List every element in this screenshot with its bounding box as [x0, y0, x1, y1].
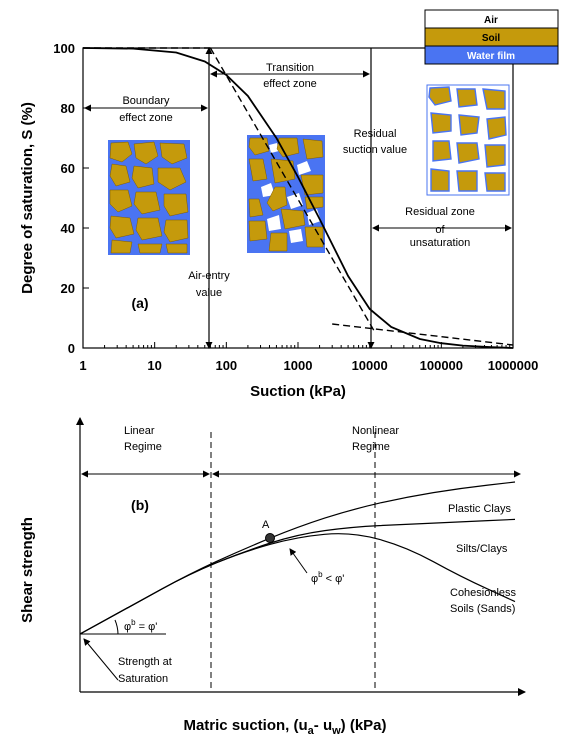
x-title-b-part3: ) (kPa) [341, 717, 387, 734]
series-label-silts-clays: Silts/Clays [456, 543, 508, 555]
residual-zone-label-1: Residual zone [405, 206, 475, 218]
phi-equals-label: φb = φ' [124, 618, 157, 633]
panel-label-b: (b) [131, 497, 149, 513]
swcc-curve [82, 47, 514, 349]
legend: Air Soil Water film [424, 9, 559, 65]
nonlinear-regime-label-1: Nonlinear [352, 425, 399, 437]
panel-label-a: (a) [131, 295, 148, 311]
linear-regime-label-1: Linear [124, 425, 155, 437]
point-a-marker [265, 533, 275, 543]
saturation-chart: 1 10 100 1000 10000 100000 1000000 0 20 40 60 80 10… [19, 9, 559, 400]
legend-label-air: Air [484, 15, 498, 26]
shear-curves [79, 481, 516, 635]
y-tick-label: 0 [68, 341, 75, 356]
y-ticks-a: 0 20 40 60 80 100 [53, 41, 89, 356]
x-title-b-part2: - u [314, 717, 332, 734]
x-tick-label: 10 [147, 358, 161, 373]
shear-strength-chart: Linear Regime Nonlinear Regime (b) Plast… [19, 417, 526, 737]
construction-line [332, 323, 514, 346]
point-a-label: A [262, 519, 270, 531]
x-title-b-part1: Matric suction, (u [183, 717, 307, 734]
series-label-cohesionless-2: Soils (Sands) [450, 603, 515, 615]
phi-b-symbol: φ [124, 621, 131, 633]
y-tick-label: 20 [61, 281, 75, 296]
transition-zone-label-1: Transition [266, 62, 314, 74]
y-tick-label: 80 [61, 101, 75, 116]
transition-zone-label-2: effect zone [263, 78, 317, 90]
saturation-label-1: Strength at [118, 656, 172, 668]
x-axis-title-b: Matric suction, (ua- uw) (kPa) [183, 717, 386, 737]
series-line-cohesionless-soils-sands [79, 533, 516, 635]
phi-less-label: φb < φ' [311, 570, 344, 585]
nonlinear-regime-label-2: Regime [352, 441, 390, 453]
boundary-zone-label-1: Boundary [122, 95, 170, 107]
residual-suction-label-1: Residual [354, 128, 397, 140]
x-title-b-sub-w: w [331, 725, 341, 737]
x-title-b-sub-a: a [308, 725, 315, 737]
air-entry-label-2: value [196, 287, 222, 299]
residual-soil-picture [426, 84, 510, 196]
boundary-zone-label-2: effect zone [119, 112, 173, 124]
phi-b-superscript: b [131, 618, 136, 627]
series-line-silts-clays [79, 518, 516, 635]
x-tick-label: 1 [79, 358, 86, 373]
x-tick-label: 100 [215, 358, 237, 373]
y-tick-label: 60 [61, 161, 75, 176]
series-label-plastic-clays: Plastic Clays [448, 503, 511, 515]
x-tick-label: 10000 [352, 358, 388, 373]
phi-b-symbol-2: φ [311, 573, 318, 585]
y-tick-label: 100 [53, 41, 75, 56]
y-axis-title-a: Degree of saturation, S (%) [19, 102, 36, 294]
legend-swatch-water [424, 45, 559, 65]
y-axis-title-b: Shear strength [19, 517, 36, 623]
residual-zone-label-2: of [435, 224, 445, 236]
phi-less-arrow [289, 548, 308, 574]
air-entry-label-1: Air-entry [188, 270, 230, 282]
phi-equals-text: = φ' [136, 621, 158, 633]
residual-suction-label-2: suction value [343, 144, 407, 156]
legend-label-water-film: Water film [467, 51, 515, 62]
residual-zone-label-3: unsaturation [410, 237, 471, 249]
phi-angle-arc [114, 619, 119, 635]
x-tick-label: 100000 [420, 358, 463, 373]
construction-lines [83, 47, 514, 346]
transition-soil-picture [247, 135, 325, 253]
x-tick-label: 1000000 [488, 358, 539, 373]
series-label-cohesionless-1: Cohesionless [450, 587, 517, 599]
x-ticks-a: 1 10 100 1000 10000 100000 1000000 [79, 342, 538, 373]
x-tick-label: 1000 [284, 358, 313, 373]
legend-label-soil: Soil [482, 33, 501, 44]
x-axis-title-a: Suction (kPa) [250, 383, 346, 400]
linear-regime-label-2: Regime [124, 441, 162, 453]
phi-b-superscript-2: b [318, 570, 323, 579]
phi-less-text: < φ' [323, 573, 345, 585]
y-tick-label: 40 [61, 221, 75, 236]
saturation-label-2: Saturation [118, 673, 168, 685]
saturation-arrow [83, 638, 119, 681]
saturated-soil-picture [108, 140, 190, 255]
